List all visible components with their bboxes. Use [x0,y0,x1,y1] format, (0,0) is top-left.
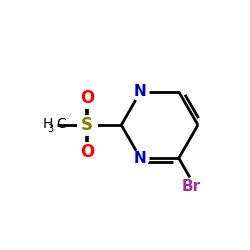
Text: O: O [80,143,94,161]
Text: O: O [80,89,94,107]
Text: H: H [43,117,53,131]
Text: N: N [134,151,147,166]
Text: C: C [56,117,66,131]
Text: 3: 3 [48,124,54,134]
Text: N: N [134,84,147,99]
Text: Br: Br [182,179,201,194]
Text: S: S [81,116,93,134]
